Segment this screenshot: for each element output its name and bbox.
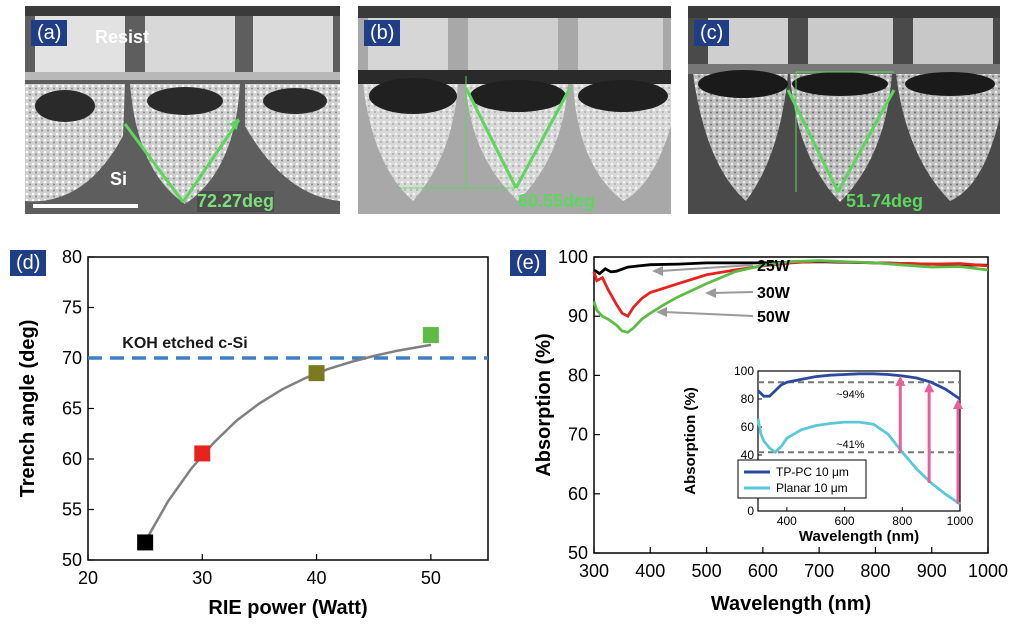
y-tick-label-e-4: 90: [568, 306, 588, 326]
inset-y-tick-label-5: 100: [734, 364, 754, 378]
y-tick-label-d-6: 80: [62, 247, 82, 267]
inset-series-line-0: [757, 372, 961, 401]
plot-frame-e: [593, 256, 989, 554]
x-tick-label-d-1: 30: [192, 568, 212, 588]
panel-label-c: (c): [694, 20, 730, 46]
angle-label-b: 60.55deg: [518, 191, 596, 211]
y-tick-label-d-1: 55: [62, 500, 82, 520]
sem-image-c: (c) 51.74deg: [688, 6, 1000, 214]
inset-gain-arrowhead-0: [895, 375, 906, 386]
x-tick-label-d-0: 20: [78, 568, 98, 588]
x-axis-label-e: Wavelength (nm): [711, 593, 871, 615]
x-tick-label-d-2: 40: [307, 568, 327, 588]
series-arrowhead-e-1: [705, 288, 716, 298]
panel-label-b: (b): [364, 20, 401, 46]
series-arrow-e-1: [712, 291, 754, 294]
x-tick-label-e-5: 800: [860, 561, 890, 581]
inset-y-tick-label-3: 60: [741, 420, 755, 434]
si-label: Si: [110, 169, 128, 189]
series-arrow-e-2: [663, 311, 754, 317]
panel-label-e: (e): [510, 250, 547, 276]
inset-y-tick-label-4: 80: [741, 392, 755, 406]
series-line-e-2: [592, 259, 989, 334]
plot-frame-d: [87, 256, 489, 561]
series-name-e-0: 25W: [757, 258, 791, 275]
angle-label-c: 51.74deg: [846, 191, 924, 211]
series-arrowhead-e-0: [652, 266, 663, 276]
inset-x-tick-label-1: 600: [835, 514, 855, 528]
x-tick-label-e-2: 500: [692, 561, 722, 581]
inset-gain-arrowhead-1: [924, 382, 935, 393]
resist-label: Resist: [95, 27, 150, 47]
fit-curve-d: [144, 343, 432, 543]
inset-legend: [737, 459, 867, 499]
x-tick-label-e-6: 900: [917, 561, 947, 581]
inset-legend-label-0: TP-PC 10 μm: [776, 465, 849, 479]
inset-x-tick-label-0: 400: [777, 514, 797, 528]
inset-x-tick-label-3: 1000: [947, 514, 974, 528]
series-name-e-1: 30W: [757, 285, 791, 302]
inset-series-line-1: [756, 418, 961, 506]
data-point-d-3: [422, 327, 439, 344]
panel-label-a: (a): [31, 20, 68, 46]
series-arrow-e-0: [659, 264, 754, 272]
inset-reference-label-1: ~41%: [836, 439, 865, 451]
sem-image-b: (b) 60.55deg: [358, 6, 671, 214]
sem-image-a: (a) Resist Si 72.27deg: [25, 6, 340, 214]
x-tick-label-e-3: 600: [748, 561, 778, 581]
y-tick-label-d-5: 75: [62, 298, 82, 318]
y-tick-label-e-5: 100: [558, 247, 588, 267]
y-tick-label-d-4: 70: [62, 348, 82, 368]
x-tick-label-e-1: 400: [635, 561, 665, 581]
data-point-d-1: [194, 445, 211, 462]
series-line-e-1: [592, 259, 989, 319]
data-point-d-0: [137, 534, 154, 551]
series-arrowhead-e-2: [656, 307, 667, 317]
inset-y-tick-label-0: 0: [747, 504, 754, 518]
y-tick-label-d-3: 65: [62, 399, 82, 419]
x-axis-label-d: RIE power (Watt): [208, 597, 367, 619]
series-name-e-2: 50W: [757, 309, 791, 326]
y-tick-label-e-2: 70: [568, 425, 588, 445]
y-tick-label-e-3: 80: [568, 365, 588, 385]
y-tick-label-d-0: 50: [62, 550, 82, 570]
x-tick-label-d-3: 50: [421, 568, 441, 588]
trench-angle-chart: 20 30 40 50 50 55 60 65 70 75 80 RIE power (Watt) Tr…: [0, 238, 500, 621]
y-tick-label-e-0: 50: [568, 543, 588, 563]
inset-y-tick-label-2: 40: [741, 448, 755, 462]
panel-label-d: (d): [10, 250, 47, 276]
y-tick-label-e-1: 60: [568, 484, 588, 504]
x-tick-label-e-7: 1000: [968, 561, 1008, 581]
x-tick-label-e-0: 300: [579, 561, 609, 581]
inset-reference-label-0: ~94%: [836, 389, 865, 401]
inset-gain-arrowhead-2: [953, 399, 963, 409]
koh-reference-label: KOH etched c-Si: [122, 335, 247, 352]
absorption-chart: 300 400 500 600 700 800 900 1000 50 60 70 80 90 100 Wa…: [500, 238, 1011, 621]
inset-y-axis-label: Absorption (%): [682, 387, 699, 494]
data-point-d-2: [308, 365, 325, 382]
y-axis-label-e: Absorption (%): [533, 333, 555, 476]
y-axis-label-d: Trench angle (deg): [17, 320, 39, 498]
y-tick-label-d-2: 60: [62, 449, 82, 469]
inset-legend-label-1: Planar 10 μm: [776, 481, 848, 495]
angle-label-a: 72.27deg: [197, 191, 275, 212]
x-tick-label-e-4: 700: [804, 561, 834, 581]
inset-x-tick-label-2: 800: [892, 514, 912, 528]
inset-x-axis-label: Wavelength (nm): [799, 528, 919, 545]
